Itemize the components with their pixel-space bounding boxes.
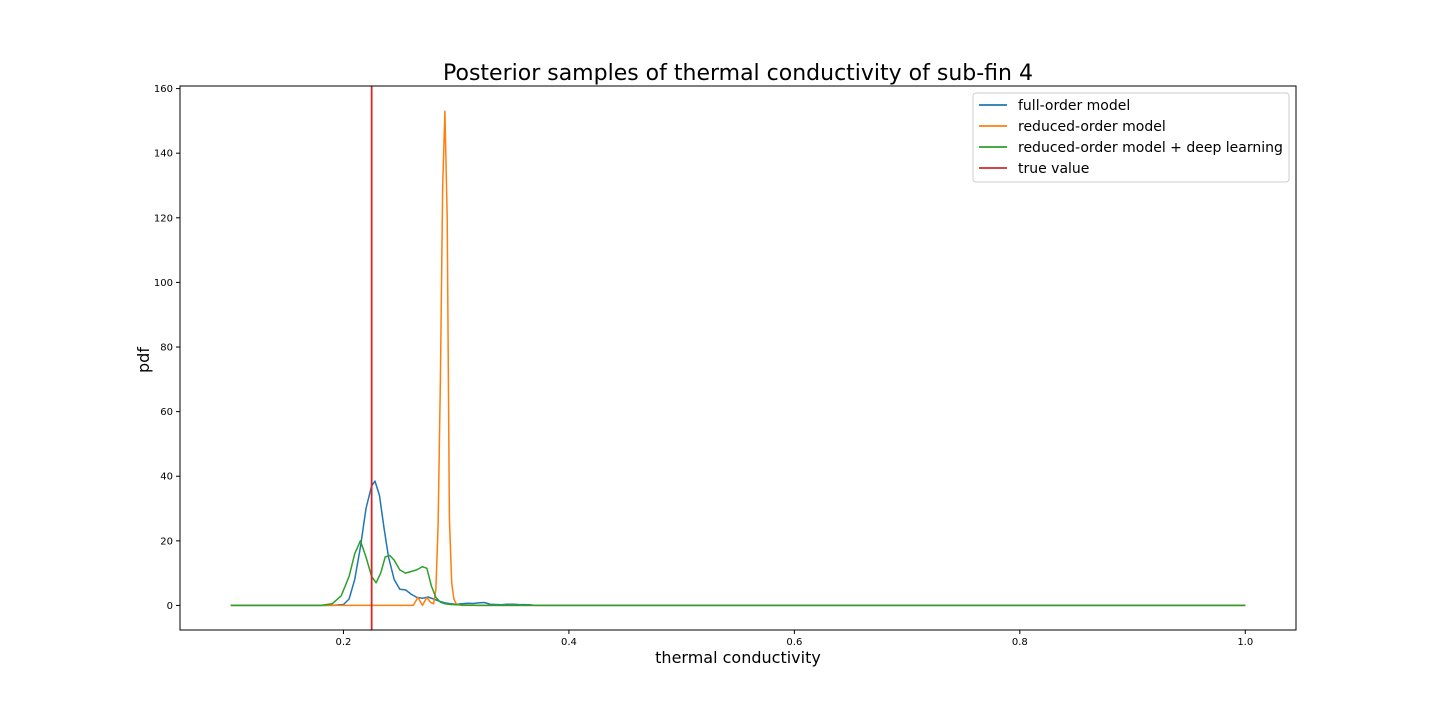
y-tick-label: 120	[154, 213, 173, 224]
series-reduced-order-model-deep-learning-line	[230, 540, 1246, 607]
y-tick-label: 160	[154, 84, 173, 95]
series-reduced-order-model-line	[230, 110, 1246, 607]
x-tick-label: 1.0	[1237, 637, 1253, 648]
y-tick-label: 60	[160, 407, 173, 418]
legend-entry: true value	[1018, 161, 1089, 177]
x-tick-label: 0.8	[1012, 637, 1028, 648]
x-tick-label: 0.2	[336, 637, 352, 648]
y-axis-title: pdf	[134, 347, 153, 373]
series-full-order-model-line	[230, 480, 1246, 607]
x-tick-label: 0.6	[786, 637, 802, 648]
plot-area	[179, 85, 1297, 631]
y-tick-label: 20	[160, 536, 173, 547]
y-tick-label: 0	[167, 601, 173, 612]
x-tick-label: 0.4	[561, 637, 577, 648]
y-axis: 0 20 40 60 80 100 120 140 160	[154, 84, 180, 612]
y-tick-label: 140	[154, 149, 173, 160]
legend: full-order model reduced-order model reduc…	[972, 92, 1290, 183]
legend-entry: full-order model	[1018, 98, 1130, 114]
x-axis-title: thermal conductivity	[655, 648, 821, 667]
chart-title: Posterior samples of thermal conductivit…	[443, 61, 1033, 86]
y-tick-label: 40	[160, 472, 173, 483]
y-tick-label: 100	[154, 278, 173, 289]
y-tick-label: 80	[160, 343, 173, 354]
x-axis: 0.2 0.4 0.6 0.8 1.0	[336, 630, 1253, 648]
legend-entry: reduced-order model + deep learning	[1018, 140, 1283, 156]
axes-frame	[179, 85, 1297, 631]
legend-entry: reduced-order model	[1018, 119, 1166, 135]
legend-box	[972, 92, 1290, 183]
